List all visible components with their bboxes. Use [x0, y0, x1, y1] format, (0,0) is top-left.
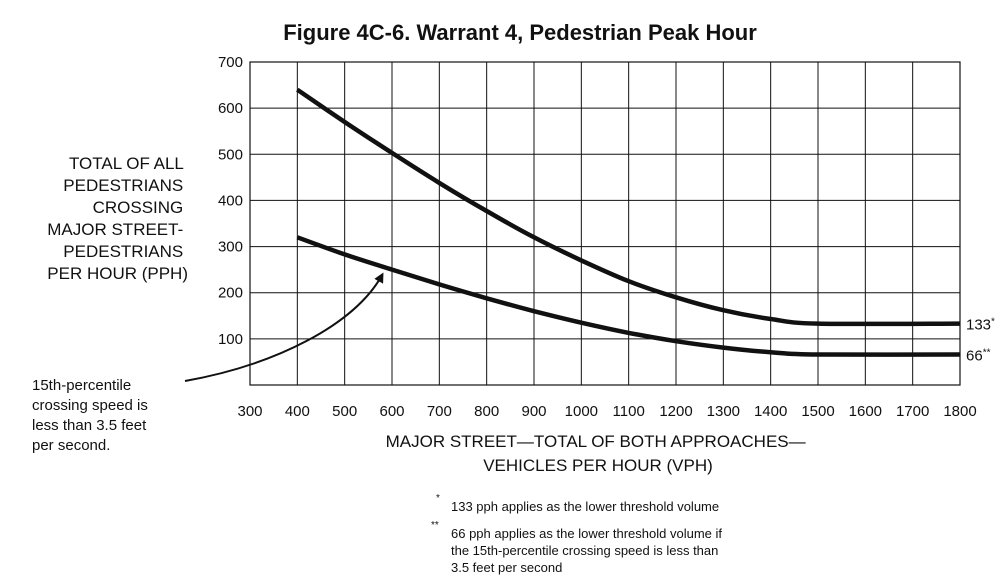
y-axis-label-line: TOTAL OF ALL: [69, 154, 183, 173]
footnote-text: the 15th-percentile crossing speed is le…: [451, 543, 718, 558]
x-tick-label: 1400: [754, 403, 787, 420]
x-axis-label: MAJOR STREET—TOTAL OF BOTH APPROACHES— V…: [386, 432, 811, 475]
series-end-mark: **: [983, 348, 991, 359]
x-tick-label: 900: [521, 403, 546, 420]
footnotes: * 133 pph applies as the lower threshold…: [431, 493, 722, 575]
y-tick-label: 400: [218, 192, 243, 209]
annotation-line: 15th-percentile: [32, 377, 131, 394]
series-2-line: [296, 235, 961, 357]
x-tick-label: 600: [379, 403, 404, 420]
x-tick-label: 1100: [613, 403, 645, 420]
x-tick-label: 1600: [849, 403, 882, 420]
y-axis-label-line: PER HOUR (PPH): [47, 264, 188, 283]
x-axis-label-line: MAJOR STREET—TOTAL OF BOTH APPROACHES—: [386, 432, 806, 451]
x-tick-label: 700: [427, 403, 452, 420]
y-tick-label: 200: [218, 285, 243, 302]
series-1-line: [296, 87, 961, 327]
grid: [249, 61, 961, 386]
annotation-line: crossing speed is: [32, 397, 148, 414]
series-end-mark: *: [991, 317, 995, 328]
footnote-mark: *: [436, 493, 440, 504]
y-axis-label: TOTAL OF ALL PEDESTRIANS CROSSING MAJOR …: [47, 154, 188, 283]
annotation-text: 15th-percentile crossing speed is less t…: [32, 377, 152, 454]
y-tick-label: 600: [218, 100, 243, 117]
x-tick-label: 1700: [896, 403, 929, 420]
footnote-mark: **: [431, 520, 439, 531]
annotation-line: per second.: [32, 437, 110, 454]
footnote-text: 133 pph applies as the lower threshold v…: [451, 499, 719, 514]
footnote-text: 3.5 feet per second: [451, 560, 562, 575]
y-tick-label: 100: [218, 331, 243, 348]
y-tick-label: 700: [218, 54, 243, 71]
series-group: [296, 87, 961, 357]
x-tick-label: 500: [332, 403, 357, 420]
x-tick-label: 1800: [943, 403, 976, 420]
annotation-arrow: [184, 272, 384, 382]
annotation-line: less than 3.5 feet: [32, 417, 147, 434]
y-axis-label-line: MAJOR STREET-: [47, 220, 183, 239]
x-tick-label: 300: [237, 403, 262, 420]
plot-frame: [249, 61, 961, 386]
x-tick-label: 1300: [707, 403, 740, 420]
x-axis-ticks: 300 400 500 600 700 800 900 1000 1100 1200 1300 140…: [237, 403, 976, 420]
chart-title: Figure 4C-6. Warrant 4, Pedestrian Peak …: [283, 20, 757, 45]
x-tick-label: 400: [285, 403, 310, 420]
series-end-label: 133*: [966, 317, 995, 334]
y-axis-ticks: 100 200 300 400 500 600 700: [218, 54, 243, 348]
x-axis-label-line: VEHICLES PER HOUR (VPH): [483, 456, 713, 475]
y-tick-label: 300: [218, 239, 243, 256]
x-tick-label: 1200: [659, 403, 692, 420]
x-tick-label: 1000: [565, 403, 598, 420]
x-tick-label: 1500: [801, 403, 834, 420]
y-tick-label: 500: [218, 146, 243, 163]
footnote-text: 66 pph applies as the lower threshold vo…: [451, 526, 722, 541]
y-axis-label-line: PEDESTRIANS: [63, 176, 183, 195]
end-labels: 133* 66**: [966, 317, 995, 365]
y-axis-label-line: CROSSING: [93, 198, 184, 217]
x-tick-label: 800: [474, 403, 499, 420]
y-axis-label-line: PEDESTRIANS: [63, 242, 183, 261]
series-end-label: 66**: [966, 348, 991, 365]
